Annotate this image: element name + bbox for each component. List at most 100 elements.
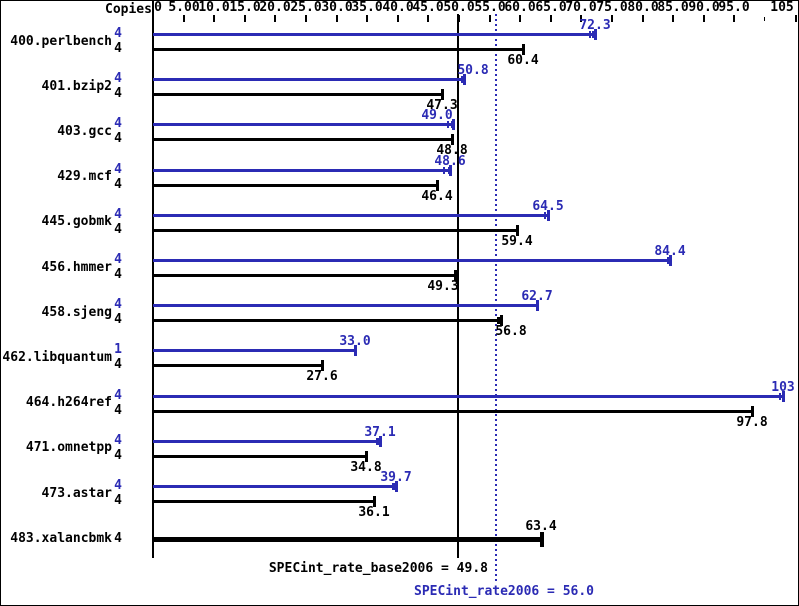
base-value-label: 56.8: [495, 324, 527, 339]
run-marker: [544, 212, 546, 219]
bar-end-cap: [594, 29, 597, 40]
base-value-label: 49.3: [427, 279, 459, 294]
copies-value: 4: [114, 207, 122, 222]
axis-tick: [519, 15, 521, 22]
run-marker: [589, 31, 591, 38]
run-marker: [448, 167, 450, 174]
bar-end-cap: [379, 436, 382, 447]
base-bar: [153, 319, 502, 322]
run-marker: [592, 31, 594, 38]
axis-tick-label: 95.0: [718, 0, 750, 15]
axis-tick: [703, 15, 705, 22]
copies-value: 4: [114, 222, 122, 237]
axis-tick-label: 105: [770, 0, 794, 15]
run-marker: [443, 167, 445, 174]
axis-tick-label: 50.0: [443, 0, 475, 15]
peak-bar: [153, 169, 451, 172]
bar-end-cap: [516, 225, 519, 236]
axis-tick-label: 30.0: [321, 0, 353, 15]
copies-axis-line: [152, 1, 154, 558]
base-value-label: 59.4: [501, 234, 533, 249]
copies-value: 1: [114, 342, 122, 357]
axis-tick: [397, 15, 399, 22]
axis-tick-label: 65.0: [535, 0, 567, 15]
base-bar: [153, 500, 375, 503]
run-marker: [378, 438, 380, 445]
peak-bar: [153, 78, 465, 81]
base-value-label: 60.4: [507, 53, 539, 68]
axis-tick: [213, 15, 215, 22]
base-bar: [153, 93, 443, 96]
axis-tick-label: 80.0: [627, 0, 659, 15]
base-value-label: 27.6: [306, 369, 338, 384]
copies-value: 4: [114, 267, 122, 282]
axis-tick: [672, 15, 674, 22]
axis-tick: [580, 15, 582, 22]
bar-end-cap: [373, 496, 376, 507]
axis-tick-label: 55.0: [474, 0, 506, 15]
axis-tick-label: 10.0: [198, 0, 230, 15]
copies-value: 4: [114, 26, 122, 41]
copies-value: 4: [114, 297, 122, 312]
peak-value-label: 103: [771, 380, 795, 395]
run-marker: [394, 483, 396, 490]
base-value-label: 48.8: [436, 143, 468, 158]
run-marker: [497, 317, 499, 324]
axis-tick: [642, 15, 644, 22]
copies-value: 4: [114, 86, 122, 101]
axis-tick-label: 15.0: [229, 0, 261, 15]
benchmark-name: 458.sjeng: [41, 305, 112, 320]
copies-value: 4: [114, 357, 122, 372]
copies-value: 4: [114, 433, 122, 448]
copies-value: 4: [114, 252, 122, 267]
benchmark-name: 471.omnetpp: [25, 440, 112, 455]
bar-end-cap: [547, 210, 550, 221]
benchmark-name: 456.hmmer: [41, 260, 112, 275]
axis-tick-minor: [764, 17, 765, 21]
bar-end-cap: [354, 345, 357, 356]
axis-tick: [336, 15, 338, 22]
axis-tick-label: 70.0: [565, 0, 597, 15]
run-marker: [461, 76, 463, 83]
run-marker: [667, 257, 669, 264]
peak-value-label: 39.7: [380, 470, 412, 485]
peak-value-label: 64.5: [532, 199, 564, 214]
axis-tick-label: 25.0: [290, 0, 322, 15]
axis-tick: [274, 15, 276, 22]
axis-tick-label: 0: [154, 0, 162, 15]
axis-tick: [795, 15, 797, 22]
benchmark-name: 400.perlbench: [10, 34, 112, 49]
base-value-label: 46.4: [421, 189, 453, 204]
bar-end-cap: [436, 180, 439, 191]
axis-tick: [458, 15, 460, 22]
axis-tick-label: 5.00: [168, 0, 200, 15]
bar-end-cap: [751, 406, 754, 417]
base-value-label: 47.3: [426, 98, 458, 113]
base-bar: [153, 364, 323, 367]
copies-value: 4: [114, 41, 122, 56]
bar-end-cap: [449, 165, 452, 176]
base-value-label: 36.1: [358, 505, 390, 520]
peak-score-line: [495, 14, 497, 584]
axis-tick-label: 60.0: [504, 0, 536, 15]
bar-end-cap: [463, 74, 466, 85]
benchmark-name: 403.gcc: [57, 124, 112, 139]
bar-end-cap: [365, 451, 368, 462]
benchmark-name: 483.xalancbmk: [10, 531, 112, 546]
copies-header-label: Copies: [105, 2, 152, 17]
peak-value-label: 50.8: [457, 63, 489, 78]
bar-end-cap: [536, 300, 539, 311]
base-score-label: SPECint_rate_base2006 = 49.8: [268, 561, 488, 576]
axis-tick: [550, 15, 552, 22]
base-bar: [153, 48, 524, 51]
bar-end-cap: [540, 532, 544, 547]
axis-tick: [183, 15, 185, 22]
copies-value: 4: [114, 531, 122, 546]
base-bar: [153, 138, 453, 141]
base-value-label: 34.8: [350, 460, 382, 475]
peak-bar: [153, 214, 549, 217]
base-score-line: [457, 14, 459, 558]
axis-tick-label: 75.0: [596, 0, 628, 15]
peak-value-label: 84.4: [654, 244, 686, 259]
